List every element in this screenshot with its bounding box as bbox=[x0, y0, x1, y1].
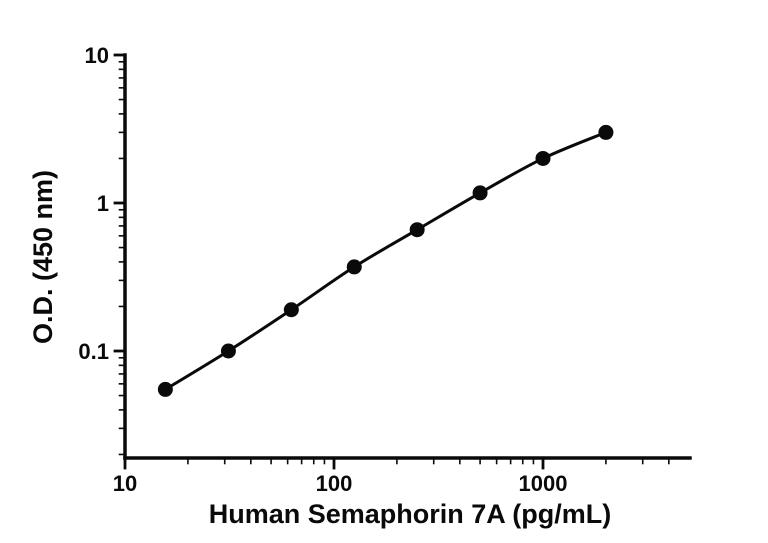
data-point-marker bbox=[535, 150, 551, 166]
x-axis-title: Human Semaphorin 7A (pg/mL) bbox=[209, 499, 612, 529]
data-point-marker bbox=[346, 259, 362, 275]
y-tick-label: 0.1 bbox=[78, 339, 109, 364]
data-point-marker bbox=[220, 343, 236, 359]
data-point-marker bbox=[598, 124, 614, 140]
data-point-marker bbox=[472, 185, 488, 201]
y-tick-label: 10 bbox=[85, 43, 109, 68]
plot-area: 10 100 1000 0.1 1 10 bbox=[78, 43, 692, 496]
x-tick-label: 10 bbox=[113, 471, 137, 496]
data-point-marker bbox=[283, 302, 299, 318]
data-point-marker bbox=[409, 222, 425, 238]
data-point-marker bbox=[157, 381, 173, 397]
y-axis-title: O.D. (450 nm) bbox=[28, 170, 58, 344]
x-tick-label: 1000 bbox=[519, 471, 568, 496]
x-tick-label: 100 bbox=[316, 471, 353, 496]
y-tick-label: 1 bbox=[97, 191, 109, 216]
